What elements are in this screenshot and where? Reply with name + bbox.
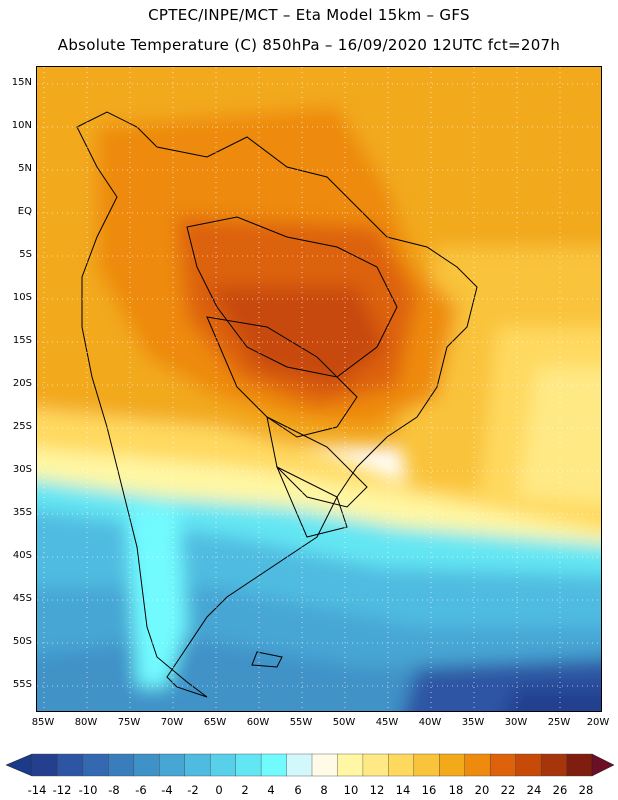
colorbar-swatch — [311, 753, 338, 777]
colorbar-over-arrow — [591, 753, 615, 777]
colorbar-swatch — [260, 753, 288, 777]
colorbar-swatch — [388, 753, 415, 777]
lat-label-30s: 30S — [12, 464, 32, 475]
lat-label-10s: 10S — [12, 292, 32, 303]
colorbar-label: 18 — [448, 783, 464, 797]
lon-label-40w: 40W — [418, 717, 442, 728]
colorbar-swatch — [108, 753, 135, 777]
lat-label-15s: 15S — [12, 335, 32, 346]
colorbar-swatch — [235, 753, 262, 777]
lat-label-5s: 5S — [19, 249, 32, 260]
colorbar-label: 14 — [395, 783, 411, 797]
colorbar-swatch — [413, 753, 440, 777]
colorbar-swatch — [209, 753, 237, 777]
lat-label-50s: 50S — [12, 636, 32, 647]
lon-label-85w: 85W — [31, 717, 55, 728]
lon-label-75w: 75W — [117, 717, 141, 728]
colorbar-label: 24 — [526, 783, 542, 797]
colorbar-label: -2 — [187, 783, 199, 797]
colorbar-swatch — [566, 753, 593, 777]
colorbar-label: 4 — [267, 783, 275, 797]
colorbar-label: 10 — [343, 783, 359, 797]
lon-label-60w: 60W — [246, 717, 270, 728]
lat-label-45s: 45S — [12, 593, 32, 604]
lon-label-55w: 55W — [289, 717, 313, 728]
colorbar-under-arrow — [5, 753, 33, 777]
colorbar-label: -14 — [27, 783, 47, 797]
colorbar-swatch — [286, 753, 313, 777]
colorbar-label: 26 — [552, 783, 568, 797]
colorbar-label: -8 — [108, 783, 120, 797]
colorbar-label: 2 — [241, 783, 249, 797]
colorbar-label: -12 — [52, 783, 72, 797]
lon-label-30w: 30W — [504, 717, 528, 728]
colorbar-swatch — [82, 753, 109, 777]
colorbar-swatch — [540, 753, 568, 777]
colorbar-label: 12 — [369, 783, 385, 797]
lat-label-5n: 5N — [18, 163, 32, 174]
lon-label-45w: 45W — [375, 717, 399, 728]
colorbar-label: 6 — [294, 783, 302, 797]
coastlines — [76, 111, 478, 698]
lon-label-50w: 50W — [332, 717, 356, 728]
lon-label-20w: 20W — [586, 717, 610, 728]
lat-label-55s: 55S — [12, 679, 32, 690]
colorbar-swatch — [362, 753, 389, 777]
colorbar-label: 0 — [215, 783, 223, 797]
colorbar-label: -6 — [135, 783, 147, 797]
colorbar-swatch — [31, 753, 58, 777]
colorbar-label: 28 — [578, 783, 594, 797]
colorbar-swatches — [5, 753, 615, 777]
map-title-line2: Absolute Temperature (C) 850hPa – 16/09/… — [57, 36, 561, 54]
colorbar-swatch — [337, 753, 364, 777]
lat-label-40s: 40S — [12, 550, 32, 561]
temperature-map — [36, 66, 602, 712]
colorbar-label: 20 — [474, 783, 490, 797]
colorbar-label: 8 — [320, 783, 328, 797]
colorbar-label: 22 — [500, 783, 516, 797]
colorbar-label: -4 — [161, 783, 173, 797]
lat-label-15n: 15N — [11, 77, 32, 88]
colorbar — [5, 753, 615, 777]
lon-label-65w: 65W — [203, 717, 227, 728]
colorbar-label: 16 — [421, 783, 437, 797]
lon-label-80w: 80W — [74, 717, 98, 728]
temperature-field — [37, 67, 601, 711]
colorbar-label: -10 — [78, 783, 98, 797]
colorbar-swatch — [489, 753, 517, 777]
lat-label-eq: EQ — [17, 206, 32, 217]
map-title-line1: CPTEC/INPE/MCT – Eta Model 15km – GFS — [148, 6, 470, 24]
lat-label-25s: 25S — [12, 421, 32, 432]
colorbar-swatch — [159, 753, 186, 777]
lat-label-10n: 10N — [11, 120, 32, 131]
colorbar-swatch — [515, 753, 542, 777]
colorbar-swatch — [464, 753, 491, 777]
colorbar-swatch — [57, 753, 84, 777]
lon-label-25w: 25W — [547, 717, 571, 728]
lon-label-70w: 70W — [160, 717, 184, 728]
lat-label-35s: 35S — [12, 507, 32, 518]
colorbar-swatch — [184, 753, 211, 777]
lat-label-20s: 20S — [12, 378, 32, 389]
colorbar-swatch — [439, 753, 466, 777]
lon-label-35w: 35W — [461, 717, 485, 728]
colorbar-swatch — [133, 753, 160, 777]
